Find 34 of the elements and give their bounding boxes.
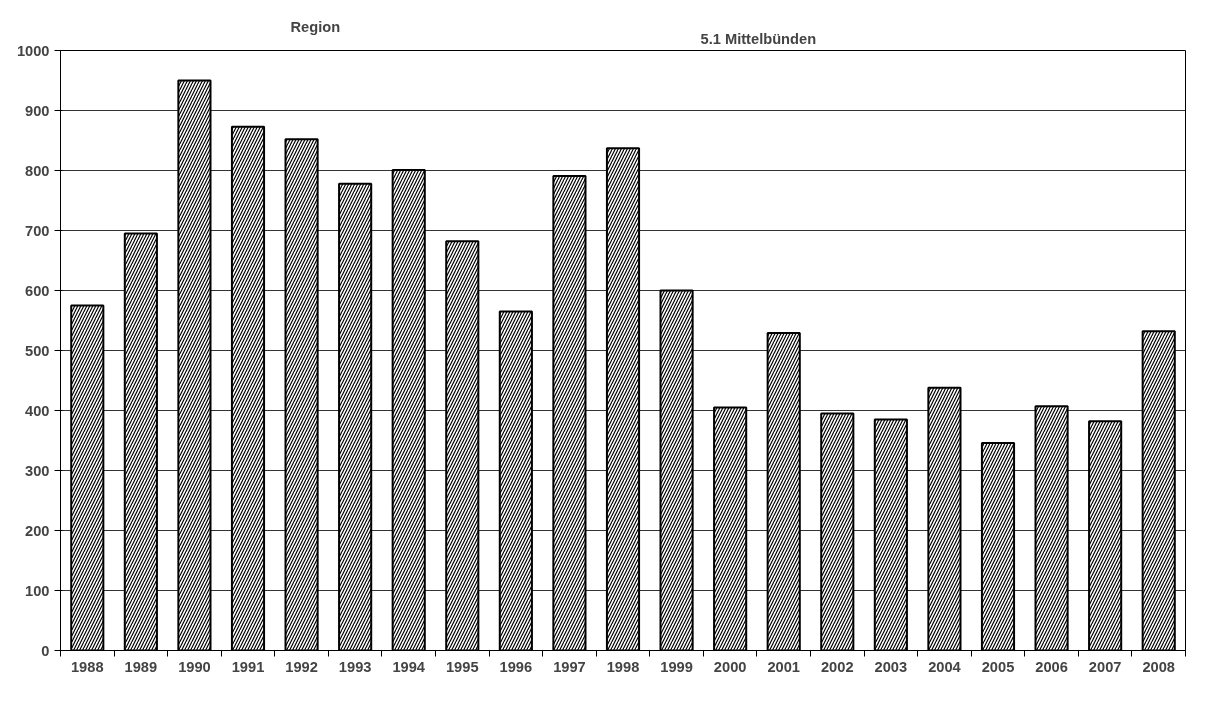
x-tick-label: 1996 bbox=[499, 658, 533, 675]
y-tick-label: 0 bbox=[41, 642, 50, 659]
y-tick-label: 400 bbox=[25, 402, 50, 419]
x-tick-label: 2000 bbox=[713, 658, 747, 675]
x-tick-label: 1993 bbox=[338, 658, 372, 675]
chart-subtitle: 5.1 Mittelbünden bbox=[700, 30, 817, 47]
x-tick-label: 1992 bbox=[285, 658, 318, 675]
y-tick-label: 500 bbox=[25, 342, 50, 359]
y-tick-label: 700 bbox=[25, 222, 50, 239]
x-tick-label: 1991 bbox=[231, 658, 265, 675]
x-tick-label: 2004 bbox=[928, 658, 962, 675]
y-tick-label: 600 bbox=[25, 282, 50, 299]
x-tick-label: 1994 bbox=[392, 658, 426, 675]
x-tick-label: 1988 bbox=[70, 658, 104, 675]
x-tick-label: 2006 bbox=[1035, 658, 1068, 675]
y-tick-label: 1000 bbox=[16, 42, 50, 59]
y-tick-label: 200 bbox=[25, 522, 50, 539]
x-tick-label: 2001 bbox=[767, 658, 801, 675]
x-tick-label: 2002 bbox=[820, 658, 854, 675]
x-tick-label: 1995 bbox=[445, 658, 479, 675]
x-tick-label: 1999 bbox=[660, 658, 693, 675]
x-tick-label: 2005 bbox=[981, 658, 1015, 675]
x-tick-label: 1990 bbox=[178, 658, 211, 675]
y-tick-label: 100 bbox=[25, 582, 50, 599]
x-tick-label: 2008 bbox=[1142, 658, 1176, 675]
y-tick-label: 900 bbox=[25, 102, 50, 119]
y-tick-label: 300 bbox=[25, 462, 50, 479]
y-tick-label: 800 bbox=[25, 162, 50, 179]
x-tick-label: 1998 bbox=[606, 658, 640, 675]
x-tick-label: 2003 bbox=[874, 658, 908, 675]
chart-title: Region bbox=[290, 18, 341, 35]
x-tick-label: 2007 bbox=[1088, 658, 1122, 675]
x-tick-label: 1989 bbox=[124, 658, 158, 675]
x-tick-label: 1997 bbox=[553, 658, 586, 675]
